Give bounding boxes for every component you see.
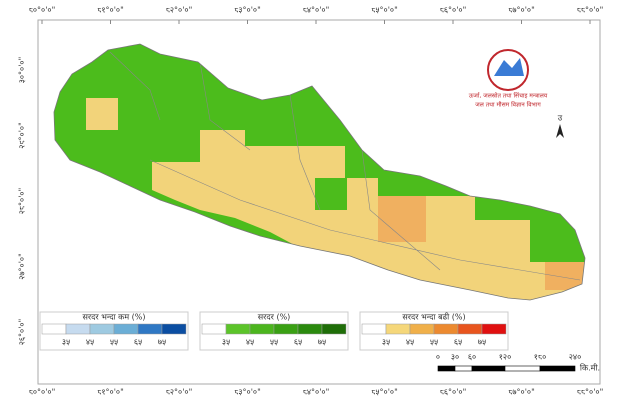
legend-title: सरदर भन्दा कम (%) [82, 313, 145, 322]
scale-bar [539, 365, 576, 372]
legend-tick: ७५ [318, 338, 326, 347]
legend-swatch [41, 323, 67, 335]
legend-swatch [65, 323, 91, 335]
legend-swatch [89, 323, 115, 335]
scale-tick: १२० [499, 353, 511, 362]
legend-tick: ७५ [478, 338, 486, 347]
latitude-label: २८°०'०" [18, 188, 27, 215]
scale-bar [454, 365, 473, 372]
legend-swatch [409, 323, 435, 335]
legend-tick: ४५ [406, 338, 414, 347]
longitude-label: ८४°०'०" [303, 6, 330, 15]
longitude-label: ८६°०'०" [440, 388, 467, 397]
legend-tick: ३५ [222, 338, 230, 347]
longitude-label: ८७°०'०" [508, 388, 535, 397]
scale-bar [504, 365, 541, 372]
logo: ऊर्जा, जलस्रोत तथा सिंचाइ मन्त्रालय जल त… [469, 49, 548, 109]
average-region [315, 178, 347, 210]
legend-swatch [297, 323, 323, 335]
above-region-high [378, 196, 426, 242]
district-boundaries [109, 51, 581, 281]
legend-swatch [161, 323, 187, 335]
longitude-label: ८५°०'०" [371, 6, 398, 15]
above-region [152, 130, 582, 300]
scale-tick: ३० [451, 353, 459, 362]
longitude-label: ८०°०'०" [29, 6, 56, 15]
legend-tick: ६५ [454, 338, 462, 347]
logo-mountain [494, 58, 524, 76]
legend-tick: ६५ [294, 338, 302, 347]
legend-swatch [321, 323, 347, 335]
legend-swatch [273, 323, 299, 335]
scale-unit: कि.मी. [580, 363, 600, 373]
legend-swatch [361, 323, 387, 335]
latitude-label: २७°०'०" [18, 253, 27, 280]
legend-title: सरदर भन्दा बढी (%) [402, 312, 465, 322]
legend-swatch [385, 323, 411, 335]
longitude-label: ८२°०'०" [166, 388, 193, 397]
latitude-label: २९°०'०" [18, 122, 27, 149]
legend-swatch [225, 323, 251, 335]
legend-tick: ५५ [270, 338, 278, 347]
longitude-label: ८४°०'०" [303, 388, 330, 397]
longitude-label: ८३°०'०" [234, 6, 261, 15]
nepal-border [53, 43, 586, 301]
longitude-label: ८५°०'०" [371, 388, 398, 397]
legend-swatch [249, 323, 275, 335]
legend-title: सरदर (%) [258, 313, 291, 322]
longitude-label: ८६°०'०" [440, 6, 467, 15]
legend-tick: ४५ [86, 338, 94, 347]
scale-tick: ६० [468, 353, 476, 362]
north-label: उ [558, 114, 563, 123]
legend-tick: ३५ [382, 338, 390, 347]
legend-swatch [137, 323, 163, 335]
longitude-label: ८१°०'०" [97, 388, 124, 397]
map-frame [37, 19, 601, 385]
legend-swatch [481, 323, 507, 335]
above-region [86, 98, 118, 130]
scale-bar [437, 365, 456, 372]
legend-swatch [201, 323, 227, 335]
above-region-high [545, 262, 585, 290]
longitude-label: ८२°०'०" [166, 6, 193, 15]
legend-tick: ७५ [158, 338, 166, 347]
legend-tick: ५५ [110, 338, 118, 347]
legend-tick: ५५ [430, 338, 438, 347]
longitude-label: ८७°०'०" [508, 6, 535, 15]
legend-swatch [457, 323, 483, 335]
scale-tick: २४० [569, 353, 581, 362]
north-arrow-icon [556, 124, 564, 138]
scale-tick: १८० [534, 353, 546, 362]
scale-bar [471, 365, 506, 372]
legend-tick: ३५ [62, 338, 70, 347]
logo-line2: जल तथा मौसम विज्ञान विभाग [475, 101, 541, 109]
longitude-label: ८०°०'०" [29, 388, 56, 397]
longitude-label: ८३°०'०" [234, 388, 261, 397]
logo-line1: ऊर्जा, जलस्रोत तथा सिंचाइ मन्त्रालय [469, 92, 548, 100]
longitude-label: ८१°०'०" [97, 6, 124, 15]
longitude-label: ८८°०'०" [577, 388, 604, 397]
scale-tick: ० [436, 353, 440, 362]
legend-swatch [433, 323, 459, 335]
legend-tick: ४५ [246, 338, 254, 347]
legend-swatch [113, 323, 139, 335]
north-arrow: उ [556, 114, 564, 138]
latitude-label: ३०°०'०" [18, 57, 27, 84]
latitude-label: २६°०'०" [18, 319, 27, 346]
legend-tick: ६५ [134, 338, 142, 347]
longitude-label: ८८°०'०" [577, 6, 604, 15]
